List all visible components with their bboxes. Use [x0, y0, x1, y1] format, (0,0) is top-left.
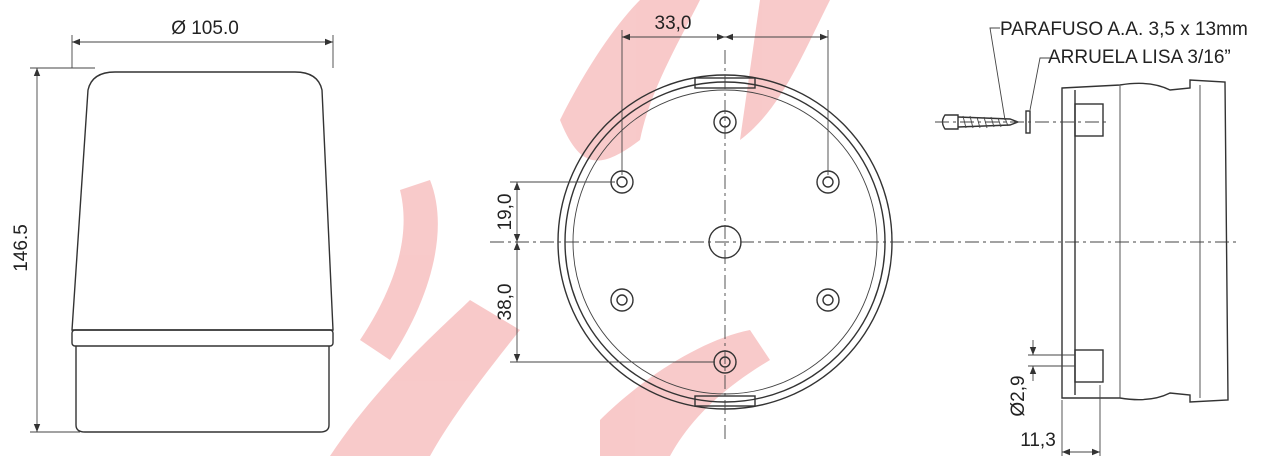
label: PARAFUSO A.A. 3,5 x 13mm	[1000, 19, 1248, 40]
dimension: 19,0	[495, 194, 516, 231]
side-view: PARAFUSO A.A. 3,5 x 13mm ARRUELA LISA 3/…	[935, 19, 1248, 456]
dimension: 33,0	[655, 13, 692, 34]
dimension: 11,3	[1020, 430, 1056, 451]
front-view: Ø 105.0 146.5	[11, 18, 333, 432]
drawing: Ø 105.0 146.5 33,0 19,0 38,0	[0, 0, 1285, 456]
dimension: 146.5	[11, 224, 32, 272]
dimension: 38,0	[495, 284, 516, 321]
dimension: Ø 105.0	[171, 18, 239, 39]
dimension: Ø2,9	[1008, 375, 1029, 416]
label: ARRUELA LISA 3/16”	[1048, 47, 1231, 68]
watermark	[330, 0, 830, 456]
